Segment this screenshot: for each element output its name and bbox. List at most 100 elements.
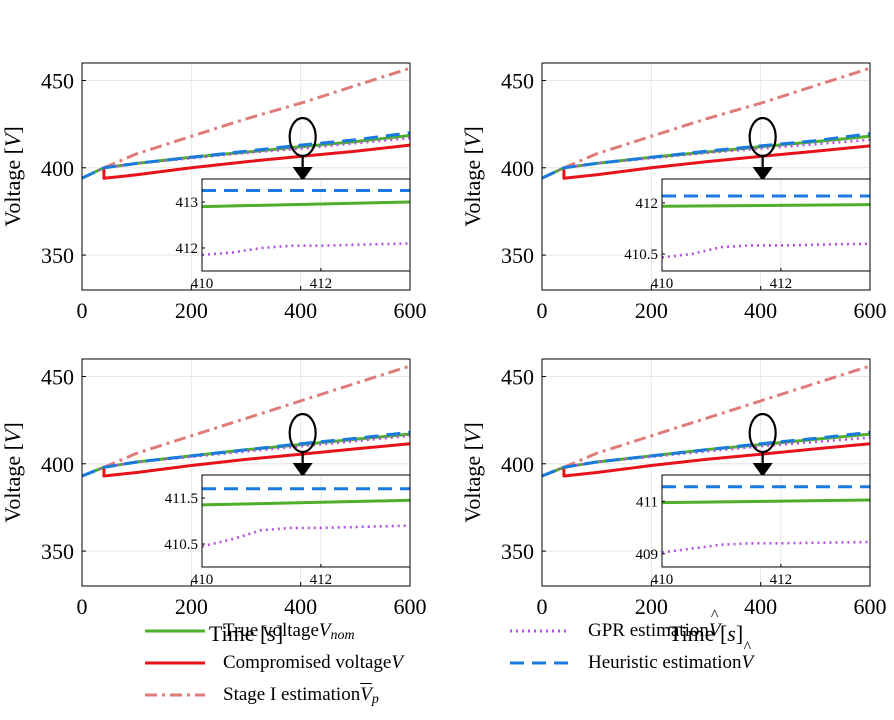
- axes-frame: [541, 62, 871, 291]
- inset-frame: [201, 474, 411, 568]
- legend-sub-true-voltage: nom: [330, 628, 355, 643]
- x-tick-label: 400: [284, 594, 317, 619]
- inset-series-true_voltage: [202, 498, 410, 507]
- x-tick-label: 0: [77, 298, 88, 323]
- series-heuristic: [82, 430, 410, 478]
- inset-background: [662, 179, 870, 271]
- y-tick-label: 350: [501, 539, 534, 564]
- inset-frame: [661, 474, 871, 568]
- inset-bottom-right: 410 412 409 411: [636, 474, 871, 588]
- inset-top-left: 410 412 412 413: [176, 178, 411, 292]
- inset-series-group: [202, 189, 410, 257]
- legend-label-compromised-voltage: Compromised voltage: [223, 652, 392, 673]
- legend-swatch-gpr: [510, 629, 570, 633]
- legend-sub-stage1: p: [371, 692, 379, 707]
- y-tick-label: 450: [501, 364, 534, 389]
- inset-x-tick-label: 410: [651, 572, 674, 588]
- legend-item-compromised-voltage: Compromised voltage V: [145, 650, 403, 676]
- series-heuristic: [82, 131, 410, 180]
- inset-series-gpr: [662, 540, 870, 554]
- inset-x-tick-label: 412: [310, 276, 333, 292]
- inset-y-tick-label: 413: [176, 195, 199, 211]
- y-axis-label: Voltage [V]: [460, 126, 485, 226]
- inset-series-true_voltage: [202, 200, 410, 209]
- inset-background: [662, 475, 870, 567]
- x-tick-label: 0: [537, 298, 548, 323]
- zoom-ellipse: [288, 116, 317, 158]
- series-heuristic: [542, 430, 870, 478]
- inset-x-tick-label: 412: [310, 572, 333, 588]
- inset-bottom-left: 410 412 410.5 411.5: [164, 474, 411, 588]
- y-tick-label: 400: [501, 452, 534, 477]
- y-tick-label: 450: [41, 364, 74, 389]
- inset-series-true_voltage: [662, 498, 870, 505]
- series-compromised_voltage: [102, 442, 410, 478]
- legend-swatch-heuristic: [510, 661, 570, 665]
- inset-series-gpr: [202, 242, 410, 257]
- legend-symbol-stage1: V: [360, 684, 372, 705]
- legend-swatch-compromised-voltage: [145, 661, 205, 665]
- y-tick-label: 400: [501, 156, 534, 181]
- inset-y-tick-label: 411.5: [165, 491, 198, 507]
- y-axis-label: Voltage [V]: [460, 422, 485, 522]
- series-compromised_voltage: [102, 143, 410, 180]
- legend-swatch-true-voltage: [145, 629, 205, 633]
- inset-x-tick-label: 410: [191, 572, 214, 588]
- y-tick-label: 350: [501, 243, 534, 268]
- y-axis-label: Voltage [V]: [0, 422, 25, 522]
- axes-frame: [541, 358, 871, 587]
- zoom-arrow-head: [752, 167, 773, 181]
- series-compromised_voltage: [562, 442, 870, 478]
- zoom-arrow-head: [292, 463, 313, 477]
- legend-label-true-voltage: True voltage: [223, 620, 319, 641]
- inset-series-true_voltage: [662, 203, 870, 208]
- x-axis-label: Time [s]: [209, 621, 283, 646]
- series-gpr: [542, 138, 870, 180]
- inset-background: [202, 475, 410, 567]
- legend-symbol-heuristic: V: [742, 639, 754, 674]
- x-tick-label: 0: [77, 594, 88, 619]
- axes-frame: [81, 62, 411, 291]
- panel-bottom-left: 0 200 400 600 350 400 450 Voltage [V] Time [s] 41…: [0, 358, 427, 646]
- x-tick-label: 400: [284, 298, 317, 323]
- series-heuristic: [542, 132, 870, 180]
- inset-x-tick-label: 412: [770, 572, 793, 588]
- inset-frame: [661, 178, 871, 272]
- x-tick-label: 200: [635, 298, 668, 323]
- inset-frame: [201, 178, 411, 272]
- legend-item-heuristic: Heuristic estimation V: [510, 639, 754, 676]
- inset-background: [202, 179, 410, 271]
- inset-y-tick-label: 412: [176, 241, 199, 257]
- zoom-arrow-head: [292, 167, 313, 181]
- inset-series-group: [662, 194, 870, 259]
- series-group: [82, 364, 410, 478]
- legend-label-stage1: Stage I estimation: [223, 684, 361, 705]
- inset-x-tick-label: 410: [651, 276, 674, 292]
- y-tick-label: 400: [41, 452, 74, 477]
- zoom-ellipse: [748, 116, 777, 158]
- series-stage1: [103, 364, 410, 469]
- legend-label-heuristic: Heuristic estimation: [588, 652, 742, 673]
- y-tick-label: 350: [41, 539, 74, 564]
- series-stage1: [103, 66, 410, 170]
- x-tick-label: 200: [635, 594, 668, 619]
- y-axis-label: Voltage [V]: [0, 126, 25, 226]
- legend-item-gpr: GPR estimation V: [510, 607, 720, 644]
- y-tick-label: 400: [41, 156, 74, 181]
- x-tick-label: 600: [854, 594, 887, 619]
- series-group: [82, 66, 410, 180]
- x-tick-label: 400: [744, 298, 777, 323]
- inset-y-tick-label: 409: [636, 547, 659, 563]
- y-tick-label: 450: [501, 68, 534, 93]
- series-group: [542, 364, 870, 478]
- inset-x-tick-label: 412: [770, 276, 793, 292]
- x-tick-label: 200: [175, 594, 208, 619]
- x-tick-label: 600: [394, 298, 427, 323]
- inset-y-tick-label: 410.5: [164, 537, 198, 553]
- x-tick-label: 200: [175, 298, 208, 323]
- series-stage1: [563, 66, 870, 170]
